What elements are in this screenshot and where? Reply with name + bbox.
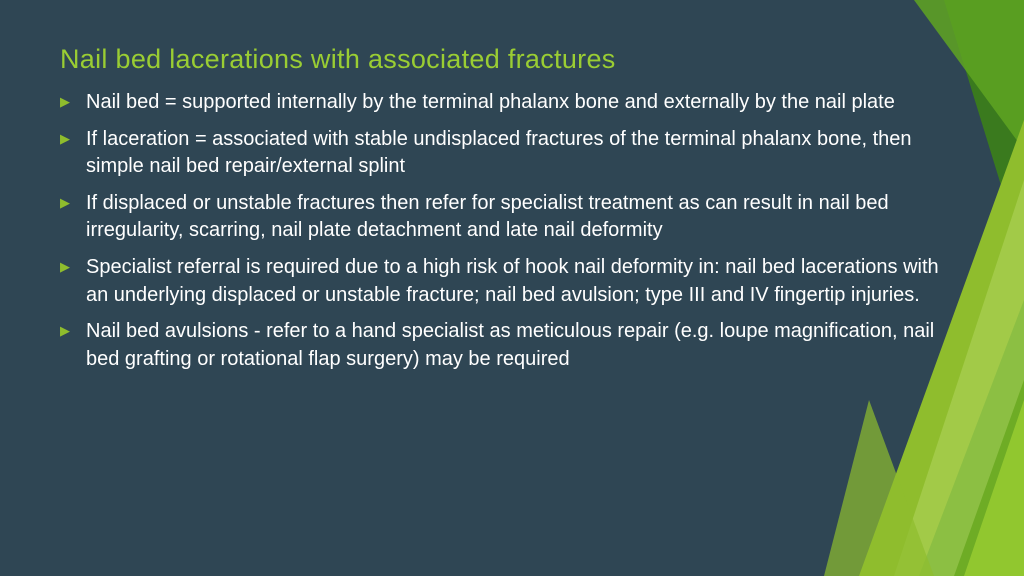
list-item: If laceration = associated with stable u… <box>60 126 964 181</box>
slide-title: Nail bed lacerations with associated fra… <box>60 44 964 75</box>
list-item: Nail bed avulsions - refer to a hand spe… <box>60 318 964 373</box>
list-item: Specialist referral is required due to a… <box>60 254 964 309</box>
list-item: If displaced or unstable fractures then … <box>60 190 964 245</box>
bullet-list: Nail bed = supported internally by the t… <box>60 89 964 373</box>
slide-content: Nail bed lacerations with associated fra… <box>0 0 1024 373</box>
list-item: Nail bed = supported internally by the t… <box>60 89 964 117</box>
